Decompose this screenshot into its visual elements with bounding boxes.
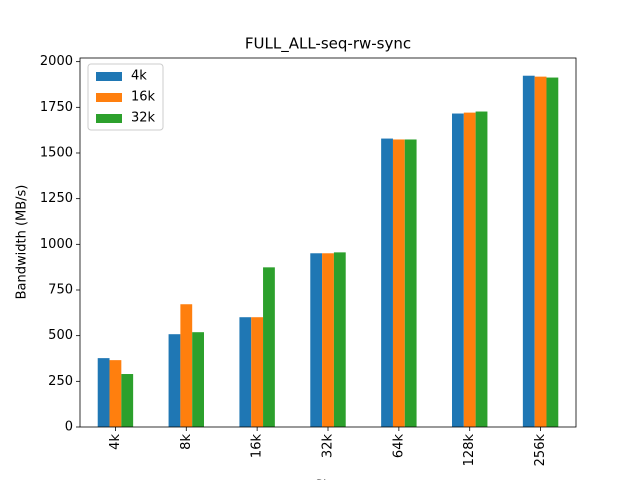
y-tick-label: 250 [48, 374, 73, 389]
bar [97, 358, 110, 427]
bar [546, 77, 559, 427]
bar [452, 113, 464, 427]
x-tick-label: 256k [533, 434, 548, 467]
chart-title: FULL_ALL-seq-rw-sync [245, 35, 411, 54]
bar [251, 317, 264, 427]
y-tick-label: 500 [48, 328, 73, 343]
y-axis-label: Bandwidth (MB/s) [15, 185, 30, 300]
bar [263, 267, 275, 427]
bar [239, 317, 252, 427]
bar [109, 360, 122, 427]
legend-swatch [96, 114, 122, 123]
bar [463, 112, 476, 427]
legend-label: 32k [131, 111, 156, 126]
bar [404, 139, 417, 427]
bar [475, 111, 488, 428]
bar [381, 138, 393, 428]
x-tick-label: 8k [179, 434, 194, 450]
bar [180, 304, 193, 427]
bar [192, 332, 204, 427]
bar [333, 252, 346, 427]
bar [322, 253, 334, 427]
x-tick-label: 32k [321, 434, 336, 459]
x-axis-label: Size [315, 479, 342, 480]
bar [310, 253, 323, 427]
bar [168, 334, 181, 427]
bar [392, 139, 405, 427]
legend-swatch [96, 93, 122, 102]
bar [534, 76, 547, 427]
axes-frame [79, 57, 577, 428]
y-tick-label: 1500 [40, 145, 73, 160]
x-tick-label: 128k [462, 434, 477, 467]
x-tick-label: 4k [108, 434, 123, 450]
y-tick-label: 750 [48, 282, 73, 297]
y-tick-label: 0 [65, 420, 73, 435]
legend-label: 16k [131, 90, 156, 105]
bar [522, 75, 535, 428]
y-tick-label: 1750 [40, 100, 73, 115]
y-tick-label: 1000 [40, 237, 73, 252]
x-tick-label: 16k [250, 434, 265, 459]
x-tick-label: 64k [391, 434, 406, 459]
legend-swatch [96, 72, 122, 81]
bar [121, 374, 134, 427]
legend-label: 4k [131, 69, 147, 84]
y-tick-label: 2000 [40, 54, 73, 69]
y-tick-label: 1250 [40, 191, 73, 206]
